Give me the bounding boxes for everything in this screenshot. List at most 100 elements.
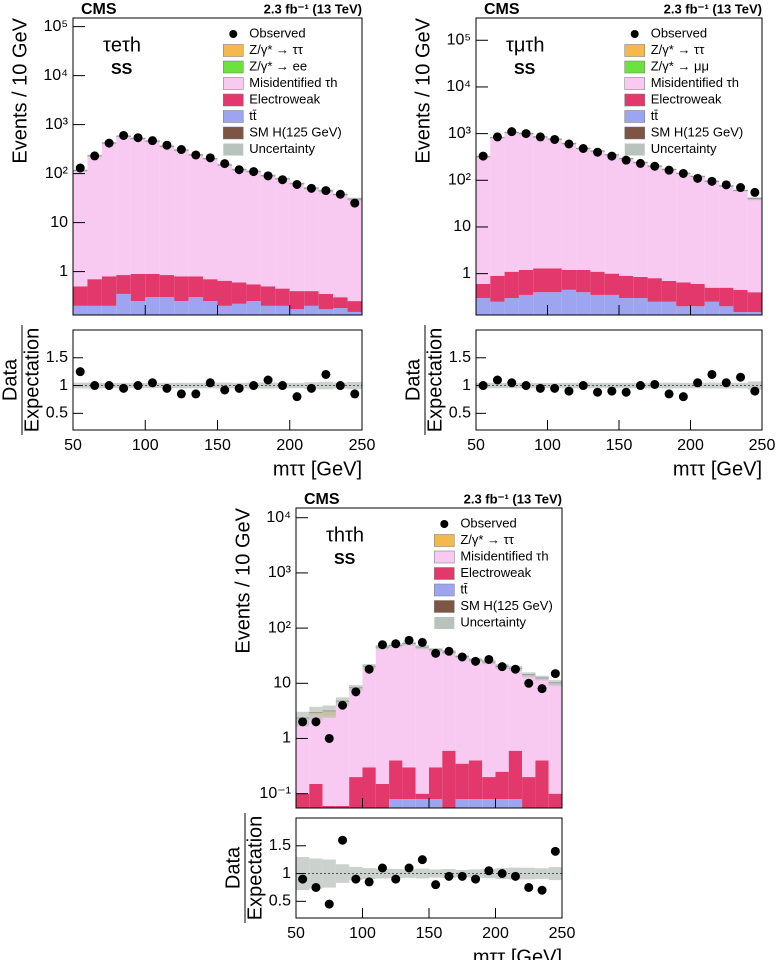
x-axis-label: mττ [GeV] [673,458,762,480]
stack-segment [468,799,483,808]
stack-segment [333,297,348,309]
observed-point [205,153,215,163]
stack-segment [719,306,734,315]
stack-segment [548,683,562,794]
stack-segment [533,292,548,315]
ratio-point [510,871,520,881]
ratio-point [607,386,617,396]
stack-segment [719,185,734,288]
stack-segment [676,306,691,315]
ratio-area [296,835,562,909]
stack-segment [747,292,762,313]
observed-point [492,132,502,142]
stack-segment [217,305,232,315]
observed-point [736,183,746,193]
observed-point [497,662,507,672]
observed-point [234,165,244,175]
observed-point [119,130,129,140]
y-axis-label: Events / 10 GeV [232,507,254,653]
luminosity: 2.3 fb⁻¹ (13 TeV) [664,1,762,16]
observed-point [263,171,273,181]
stack-segment [533,136,548,269]
stack-segment [203,301,218,315]
stack-segment [482,799,496,808]
stack-segment [309,783,323,808]
observed-point [550,134,560,144]
plot-area [476,127,762,315]
stack-segment [490,275,505,302]
stack-segment [231,303,247,315]
stack-segment [246,171,261,285]
legend-swatch [624,44,645,57]
stack-segment [576,269,591,293]
observed-point [721,180,731,190]
legend-label: Observed [651,25,707,40]
stack-segment [203,158,218,280]
stack-segment [690,176,705,284]
stack-segment [704,287,720,302]
stack-segment [188,154,204,277]
observed-point [292,179,302,189]
ratio-label-bottom: Expectation [424,328,446,433]
observed-point [537,684,547,694]
ratio-point [457,871,467,881]
legend-marker [440,520,449,528]
ratio-area [476,369,762,402]
observed-point [417,637,427,647]
stack-segment [159,146,175,276]
stack-segment [495,666,509,772]
stack-segment [535,678,549,761]
observed-point [391,639,401,649]
ratio-y-tick-label: 1 [59,377,68,394]
ratio-point [417,855,427,865]
observed-point [377,640,387,650]
ratio-point [564,386,574,396]
stack-segment [442,750,456,808]
sign: SS [111,61,133,78]
ratio-y-tick-label: 1.5 [269,837,291,854]
stack-segment [389,799,403,808]
y-tick-label: 10³ [45,116,69,133]
stack-segment [275,178,290,289]
y-tick-label: 1 [462,265,471,282]
legend-swatch [223,110,244,123]
stack-segment [174,276,189,302]
stack-segment [116,136,131,276]
stack-segment [533,268,548,293]
ratio-point [484,866,494,876]
stack-segment [704,301,720,315]
y-tick-label: 10⁵ [447,31,471,48]
x-axis-label: mττ [GeV] [273,458,362,480]
ratio-uncertainty [309,858,323,889]
ratio-point [537,885,547,895]
y-tick-label: 10 [50,214,68,231]
observed-point [306,183,316,193]
observed-point [550,669,560,679]
x-tick-label: 150 [416,925,443,942]
legend-label: Z/γ* → ττ [651,42,705,57]
ratio-uncertainty [188,382,204,389]
stack-segment [322,715,336,806]
stack-segment [275,305,290,315]
stack-segment [375,783,390,808]
stack-segment [415,647,429,794]
ratio-point [335,381,345,391]
legend-label: Electroweak [249,91,320,106]
ratio-point [431,880,441,890]
stack-segment [231,169,247,283]
ratio-point [90,381,100,391]
legend-swatch [223,93,244,107]
y-tick-label: 10³ [268,564,292,581]
legend-label: Misidentified τh [651,75,739,90]
stack-segment [576,148,591,270]
stack-segment [347,199,362,302]
stack-segment [73,305,88,315]
ratio-point [298,874,308,884]
legend-swatch [223,60,244,74]
y-tick-label: 10⁴ [446,78,471,95]
ratio-point [492,375,502,385]
observed-point [350,198,360,208]
stack-segment [289,309,305,315]
ratio-point [621,387,631,397]
stack-segment [676,282,691,307]
